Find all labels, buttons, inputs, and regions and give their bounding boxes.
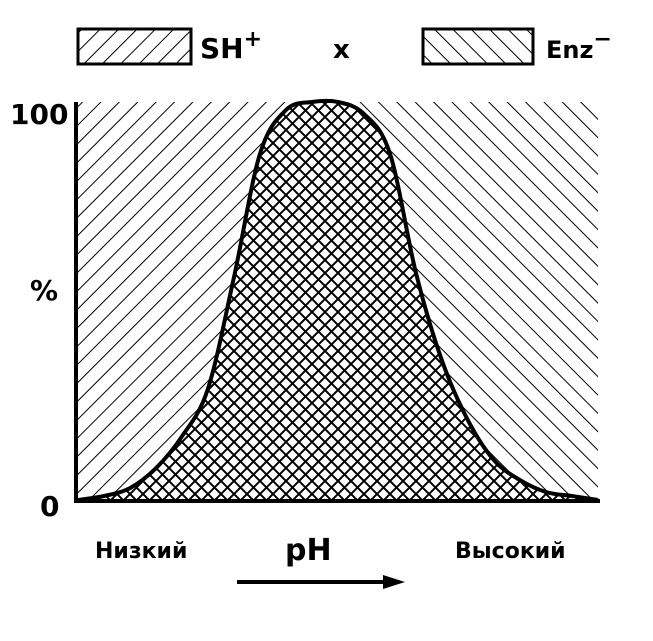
- legend-swatch-enz: [421, 27, 535, 66]
- product-curve-line: [77, 98, 599, 502]
- x-axis-label: pH: [285, 533, 332, 568]
- legend: SH+ x Enz−: [76, 27, 612, 66]
- x-tick-low: Низкий: [95, 539, 187, 564]
- y-axis-label: %: [30, 274, 58, 307]
- x-tick-high: Высокий: [455, 539, 566, 564]
- region-product: [78, 102, 598, 500]
- legend-label-enz: Enz−: [546, 27, 612, 64]
- legend-label-x: x: [333, 35, 350, 65]
- legend-label-sh: SH+: [200, 27, 262, 65]
- legend-swatch-sh: [76, 27, 193, 66]
- plot-area: [78, 102, 598, 500]
- y-tick-100: 100: [10, 98, 68, 131]
- ph-arrow: [237, 575, 405, 589]
- y-tick-0: 0: [40, 490, 59, 523]
